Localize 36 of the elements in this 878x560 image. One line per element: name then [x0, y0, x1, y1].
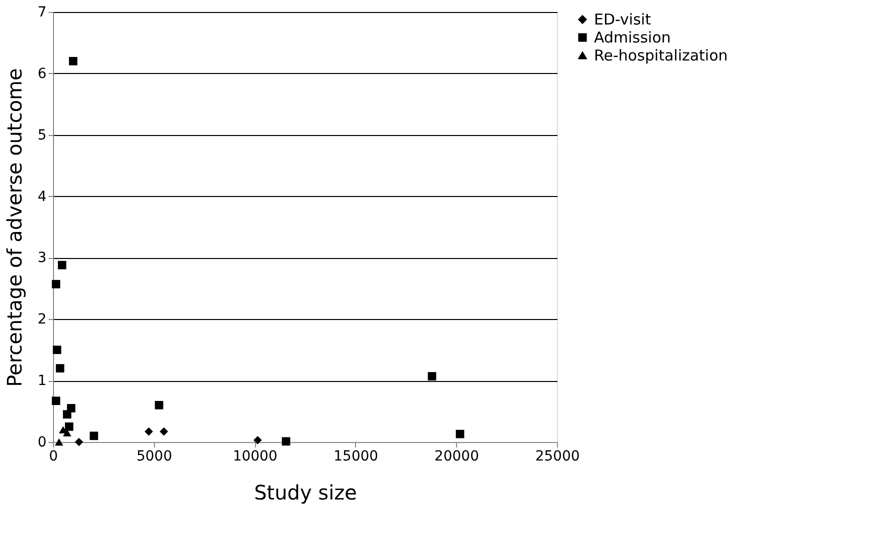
- x-tick-label: 25000: [535, 448, 580, 464]
- legend-label: Re-hospitalization: [594, 46, 728, 64]
- point: [428, 372, 436, 380]
- y-tick-label: 6: [38, 66, 47, 82]
- y-tick-label: 3: [38, 250, 46, 266]
- point: [52, 396, 60, 406]
- point: [154, 400, 164, 410]
- y-axis-title: Percentage of adverse outcome: [2, 68, 27, 387]
- point: [68, 56, 78, 66]
- y-tick-label: 0: [38, 434, 46, 450]
- x-tick-label: 20000: [434, 448, 479, 464]
- y-tick-label: 2: [38, 312, 46, 328]
- point: [66, 404, 76, 412]
- y-tick-label: 7: [38, 4, 46, 20]
- point: [74, 438, 84, 446]
- x-tick-label: 0: [49, 448, 58, 464]
- point: [90, 432, 98, 440]
- legend-label: Admission: [594, 28, 671, 46]
- point: [52, 346, 62, 354]
- x-tick-label: 10000: [232, 448, 278, 464]
- y-tick-label: 5: [38, 127, 46, 144]
- point: [144, 427, 153, 436]
- point: [58, 260, 66, 270]
- point: [282, 437, 290, 446]
- point: [456, 430, 464, 438]
- y-tick-label: 4: [38, 188, 47, 205]
- y-tick-label: 1: [38, 373, 46, 390]
- point: [253, 436, 262, 444]
- x-tick-label: 5000: [136, 448, 172, 464]
- point: [56, 364, 64, 372]
- x-tick-label: 15000: [334, 448, 378, 464]
- point: [64, 422, 74, 431]
- point: [160, 427, 168, 436]
- x-axis-title: Study size: [254, 480, 357, 504]
- legend-label: ED-visit: [594, 10, 652, 28]
- point: [52, 280, 60, 288]
